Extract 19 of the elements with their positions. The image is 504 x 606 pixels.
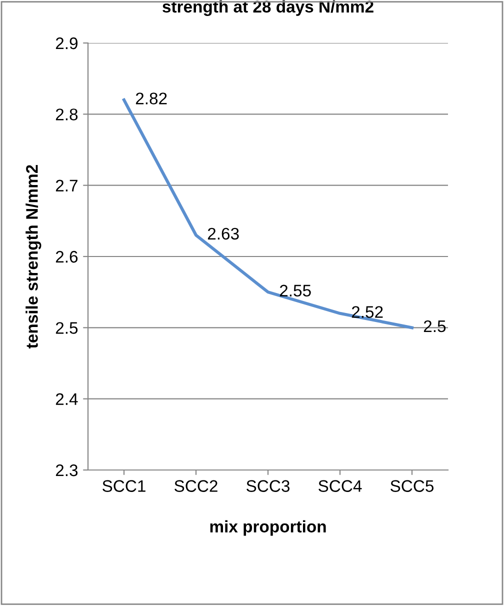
y-tick-label: 2.9 — [56, 37, 78, 50]
y-tick-label: 2.4 — [56, 393, 78, 405]
data-label: 2.82 — [136, 92, 167, 104]
x-tick-label: SCC2 — [174, 480, 218, 492]
y-tick-label: 2.6 — [56, 250, 78, 263]
y-axis-title: tensile strength N/mm2 — [26, 165, 42, 348]
data-label: 2.55 — [280, 284, 311, 297]
x-tick-label: SCC3 — [246, 480, 290, 492]
x-axis-title: mix proportion — [210, 520, 326, 536]
y-tick-label: 2.3 — [56, 464, 78, 476]
x-tick-label: SCC1 — [102, 480, 146, 492]
y-tick-label: 2.8 — [56, 108, 78, 120]
y-tick-label: 2.5 — [56, 322, 78, 334]
y-tick-label: 2.7 — [56, 180, 78, 192]
x-tick-label: SCC4 — [318, 480, 362, 492]
x-tick-label: SCC5 — [390, 480, 434, 492]
data-label: 2.5 — [424, 320, 446, 332]
data-label: 2.52 — [352, 306, 383, 318]
data-label: 2.63 — [208, 228, 239, 240]
